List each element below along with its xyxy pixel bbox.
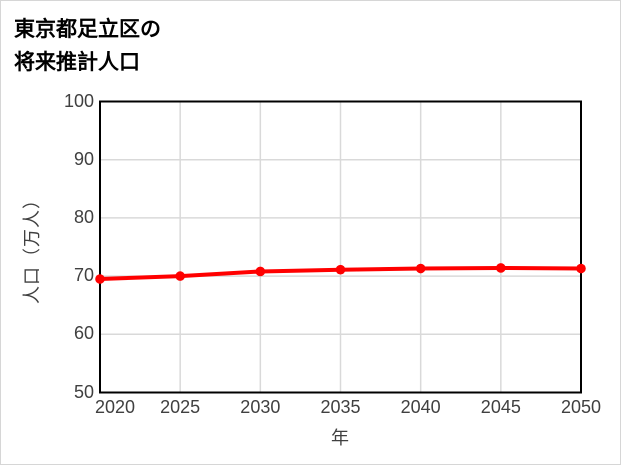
data-point-2050 (576, 263, 586, 274)
x-tick-label-2045: 2045 (480, 397, 521, 417)
data-point-2020 (95, 274, 105, 284)
data-point-2040 (415, 263, 426, 274)
plot-border (99, 100, 582, 394)
chart-title-line1: 東京都足立区の (14, 18, 161, 41)
x-tick-label-2050: 2050 (560, 397, 602, 417)
data-point-2025 (175, 271, 185, 281)
x-tick-label-2035: 2035 (320, 397, 361, 417)
chart-title-line2: 将来推計人口 (14, 51, 140, 74)
y-tick-label-80: 80 (73, 206, 94, 227)
data-point-2035 (335, 264, 346, 275)
chart-title: 東京都足立区の 将来推計人口 (14, 13, 161, 79)
y-tick-label-60: 60 (73, 323, 94, 344)
x-axis-title: 年 (331, 428, 349, 448)
y-tick-label-100: 100 (63, 90, 94, 111)
x-tick-label-2040: 2040 (400, 397, 441, 417)
y-tick-label-90: 90 (73, 148, 94, 169)
y-tick-label-70: 70 (73, 265, 94, 286)
y-tick-label-50: 50 (73, 381, 94, 402)
data-point-2030 (255, 266, 266, 277)
data-point-2045 (496, 263, 506, 273)
x-tick-label-2025: 2025 (160, 397, 201, 417)
x-tick-label-2030: 2030 (240, 397, 281, 417)
x-tick-label-2020: 2020 (94, 397, 136, 417)
